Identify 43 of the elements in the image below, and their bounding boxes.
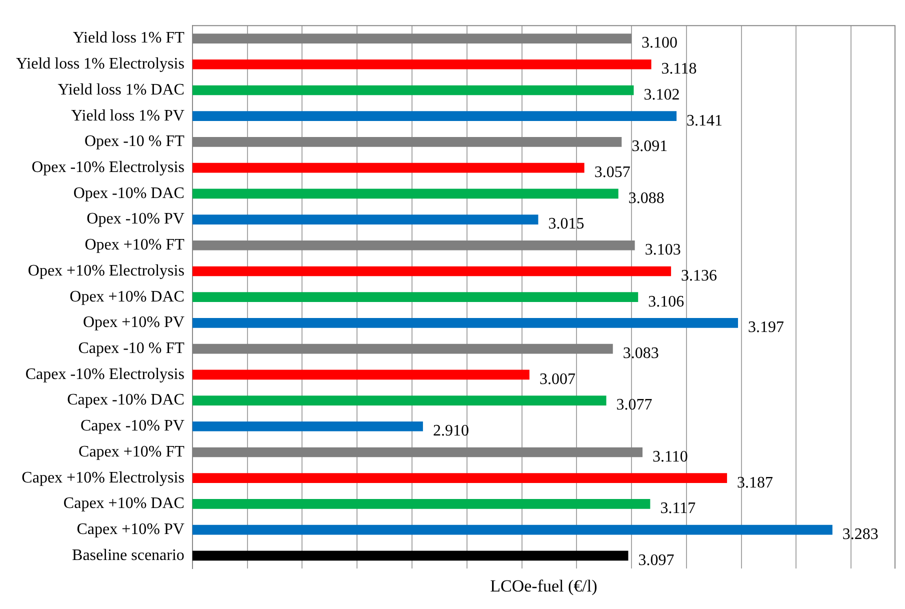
data-label: 3.091 [632, 138, 668, 156]
data-label: 3.187 [737, 474, 774, 492]
x-axis-title: LCOe-fuel (€/l) [490, 576, 598, 596]
data-label: 3.083 [622, 345, 659, 362]
data-label: 2.910 [432, 422, 469, 440]
data-label: 3.077 [616, 396, 652, 414]
y-tick-label: Opex +10% FT [84, 236, 185, 254]
y-tick-label: Opex -10% DAC [73, 184, 184, 202]
y-tick-label: Yield loss 1% Electrolysis [16, 56, 184, 73]
y-tick-label: Opex -10% PV [86, 210, 185, 228]
y-tick-label: Capex +10% Electrolysis [22, 469, 184, 486]
y-tick-label: Yield loss 1% FT [72, 30, 185, 47]
y-tick-label: Opex -10 % FT [84, 133, 185, 150]
data-label: 3.057 [594, 164, 630, 182]
data-label: 3.088 [628, 190, 664, 207]
data-label: 3.106 [648, 293, 684, 310]
y-tick-label: Capex -10% Electrolysis [25, 366, 184, 383]
data-label: 3.117 [660, 500, 696, 518]
y-tick-label: Capex -10% PV [80, 418, 185, 435]
y-tick-label: Capex -10 % FT [78, 340, 185, 358]
y-tick-label: Capex +10% DAC [63, 495, 184, 512]
y-tick-label: Baseline scenario [72, 546, 184, 564]
y-tick-label: Yield loss 1% PV [71, 107, 185, 124]
data-label: 3.103 [644, 242, 681, 259]
y-tick-label: Opex +10% PV [82, 314, 185, 332]
data-label: 3.118 [661, 60, 697, 78]
y-tick-label: Opex -10% Electrolysis [32, 159, 184, 176]
data-label: 3.015 [548, 216, 584, 233]
data-label: 3.102 [644, 86, 680, 104]
y-tick-label: Capex +10% FT [78, 443, 185, 460]
y-tick-label: Yield loss 1% DAC [58, 81, 184, 98]
y-tick-label: Opex +10% Electrolysis [28, 262, 184, 280]
data-label: 3.136 [681, 267, 718, 284]
data-label: 3.007 [539, 370, 576, 388]
data-label: 3.283 [842, 526, 878, 544]
y-tick-label: Capex +10% PV [76, 521, 185, 538]
y-tick-label: Capex -10% DAC [67, 392, 184, 409]
data-label: 3.141 [686, 112, 723, 130]
y-tick-label: Opex +10% DAC [70, 288, 184, 306]
data-label: 3.100 [642, 34, 678, 52]
data-label: 3.197 [748, 319, 784, 336]
data-label: 3.110 [652, 448, 688, 466]
data-label: 3.097 [638, 552, 674, 569]
